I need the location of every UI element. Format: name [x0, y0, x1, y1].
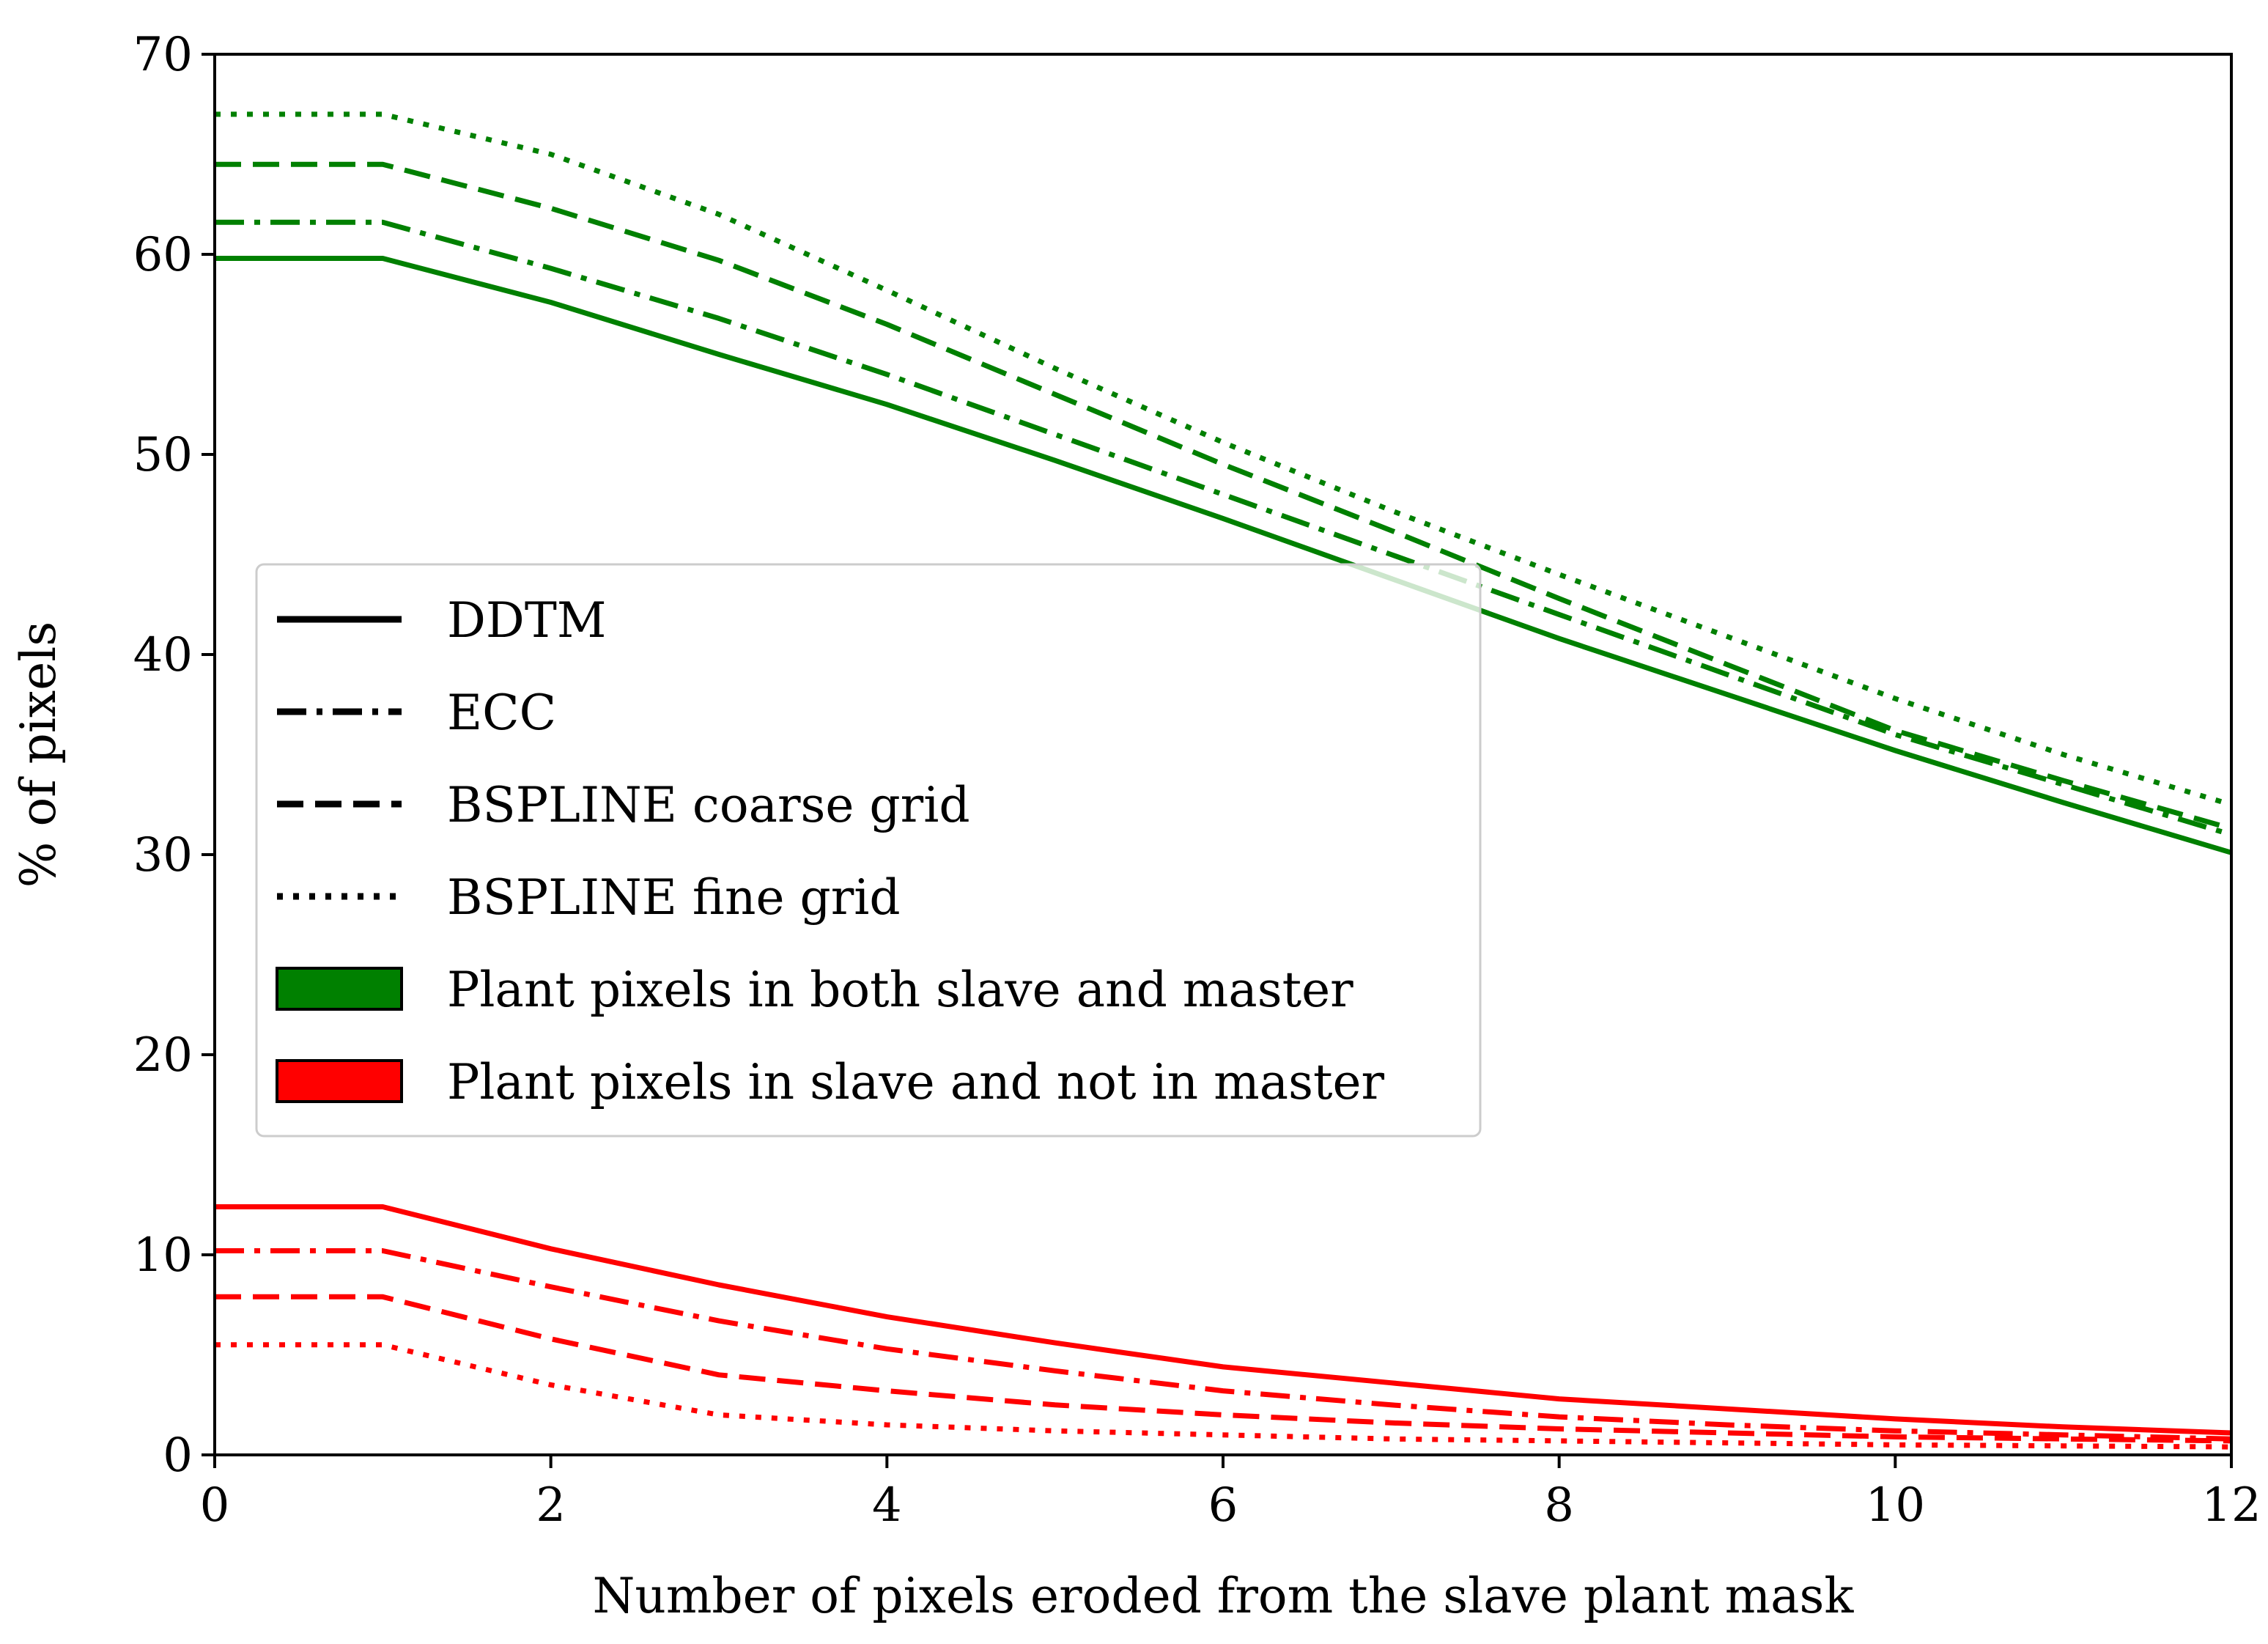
x-tick-label: 0 — [200, 1478, 230, 1533]
legend-label-red: Plant pixels in slave and not in master — [447, 1054, 1385, 1110]
x-axis-label: Number of pixels eroded from the slave p… — [593, 1568, 1855, 1624]
axes-layer: 0 2 4 6 8 10 12 0 10 20 30 40 50 60 70 — [133, 28, 2261, 1533]
legend: DDTM ECC BSPLINE coarse grid BSPLINE fine g… — [255, 563, 1482, 1138]
legend-swatch-green — [276, 967, 403, 1011]
series-line-green-solid — [215, 256, 2232, 855]
legend-box — [255, 563, 1482, 1138]
y-tick-label: 0 — [163, 1429, 193, 1483]
x-tick-label: 10 — [1866, 1478, 1925, 1533]
legend-swatch-red — [276, 1059, 403, 1103]
y-tick-label: 50 — [133, 428, 193, 482]
series-layer — [215, 111, 2232, 1450]
series-line-red-dashdot — [215, 1248, 2232, 1442]
legend-label-solid: DDTM — [447, 592, 606, 649]
y-tick-label: 60 — [133, 228, 193, 282]
x-tick-label: 4 — [872, 1478, 902, 1533]
series-line-red-dashed — [215, 1294, 2232, 1444]
x-tick-label: 2 — [536, 1478, 566, 1533]
y-tick-label: 40 — [133, 628, 193, 682]
legend-label-green: Plant pixels in both slave and master — [447, 962, 1353, 1018]
y-axis-label: % of pixels — [10, 622, 67, 888]
y-tick-label: 70 — [133, 28, 193, 82]
y-tick-label: 20 — [133, 1028, 193, 1083]
legend-label-dotted: BSPLINE fine grid — [447, 869, 901, 926]
legend-label-dashdot: ECC — [447, 685, 556, 741]
x-tick-label: 8 — [1544, 1478, 1574, 1533]
series-line-red-dotted — [215, 1342, 2232, 1450]
y-tick-label: 10 — [133, 1228, 193, 1283]
series-line-green-dashdot — [215, 219, 2232, 838]
x-tick-label: 6 — [1208, 1478, 1238, 1533]
x-tick-label: 12 — [2201, 1478, 2261, 1533]
series-line-red-solid — [215, 1204, 2232, 1436]
legend-label-dashed: BSPLINE coarse grid — [447, 777, 970, 833]
series-line-green-dotted — [215, 111, 2232, 808]
y-tick-label: 30 — [133, 828, 193, 882]
